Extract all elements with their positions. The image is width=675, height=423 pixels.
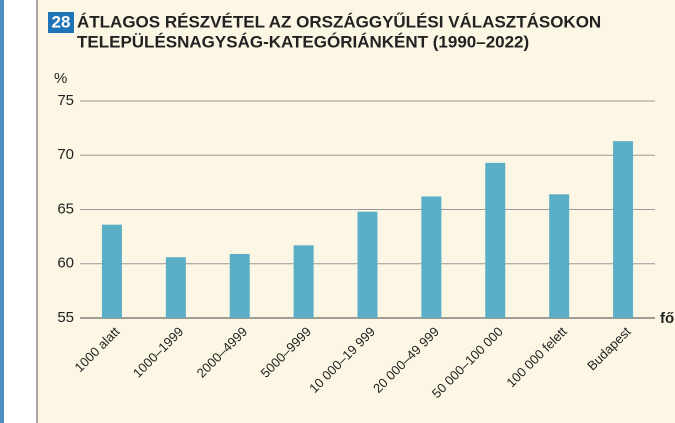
bar bbox=[485, 162, 506, 318]
bar bbox=[229, 253, 250, 318]
chart-number: 28 bbox=[52, 12, 71, 31]
chart-title: ÁTLAGOS RÉSZVÉTEL AZ ORSZÁGGYŰLÉSI VÁLAS… bbox=[77, 12, 601, 31]
bar bbox=[613, 141, 634, 318]
bar bbox=[101, 224, 122, 318]
bar bbox=[549, 194, 570, 318]
y-tick-label: 60 bbox=[57, 255, 74, 272]
number-badge bbox=[48, 12, 74, 33]
y-tick-label: 75 bbox=[57, 92, 74, 109]
y-tick-label: 65 bbox=[57, 200, 74, 217]
y-tick-label: 55 bbox=[57, 309, 74, 326]
y-axis-label: % bbox=[54, 70, 67, 87]
bar bbox=[293, 245, 314, 318]
panel bbox=[37, 0, 675, 423]
edge-strip bbox=[0, 0, 4, 423]
bar bbox=[165, 257, 186, 318]
x-axis-label: fő bbox=[660, 310, 674, 327]
bar bbox=[421, 196, 442, 318]
bar bbox=[357, 211, 378, 318]
chart-title: TELEPÜLÉSNAGYSÁG-KATEGÓRIÁNKÉNT (1990–20… bbox=[77, 32, 529, 51]
y-tick-label: 70 bbox=[57, 146, 74, 163]
